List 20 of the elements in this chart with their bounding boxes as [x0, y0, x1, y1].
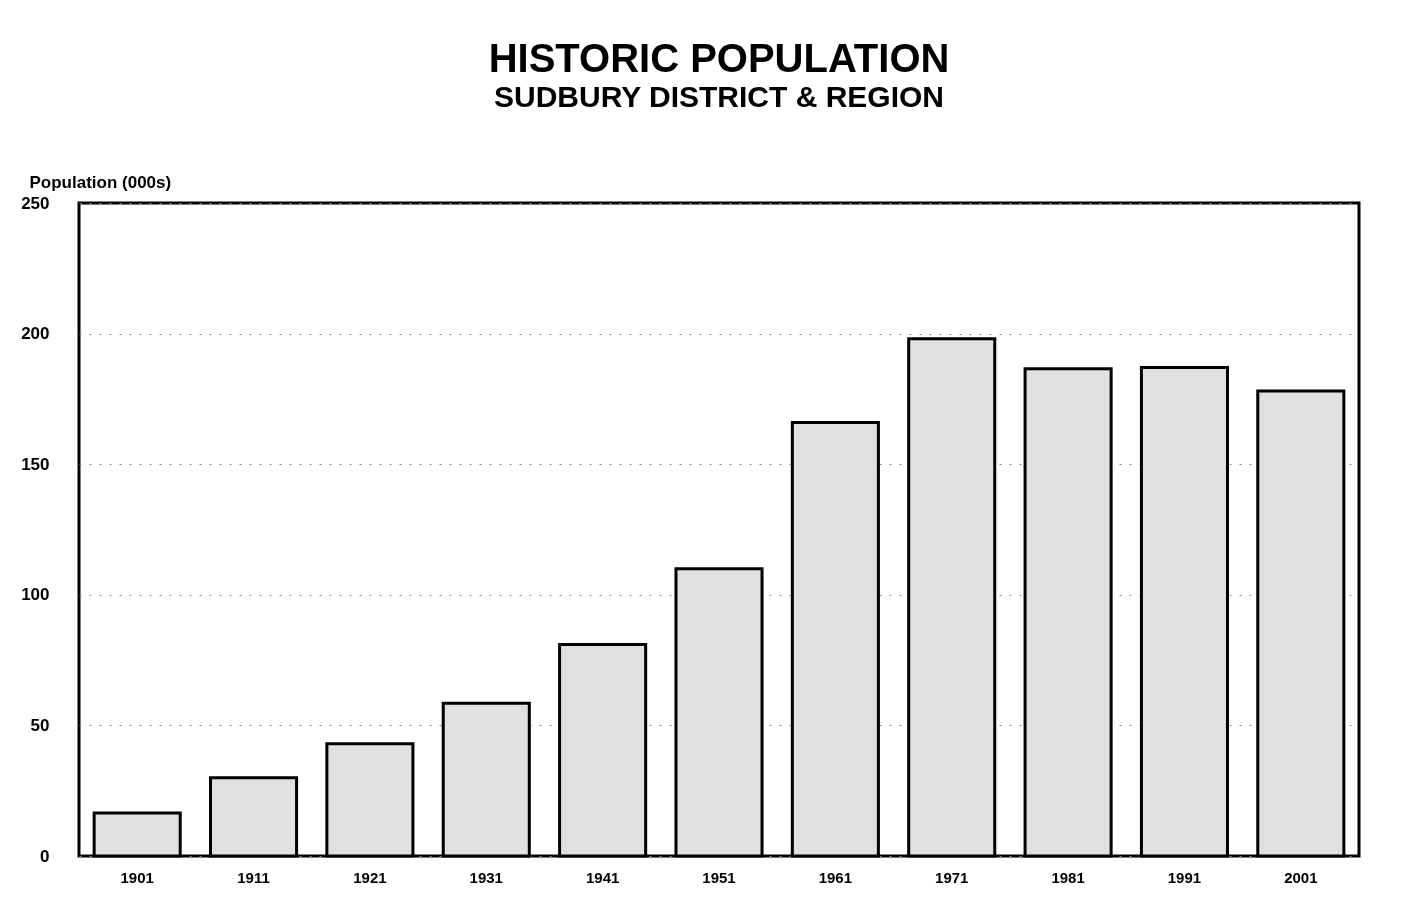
x-tick-label: 1991 — [1167, 868, 1202, 886]
x-tick-label: 1931 — [469, 868, 503, 886]
y-tick-label: 200 — [21, 324, 50, 344]
y-tick-label: 250 — [21, 193, 50, 213]
x-tick-label: 1941 — [585, 868, 620, 886]
y-tick-label: 150 — [21, 454, 50, 474]
x-tick-label: 1971 — [935, 868, 969, 886]
x-tick-label: 1911 — [237, 868, 270, 886]
y-tick-label: 50 — [30, 715, 50, 735]
x-tick-label: 1921 — [353, 868, 387, 886]
y-tick-label: 0 — [40, 846, 50, 866]
x-tick-label: 1901 — [120, 868, 154, 886]
chart-title: HISTORIC POPULATION — [488, 36, 950, 80]
x-tick-label: 1951 — [702, 868, 736, 886]
y-tick-label: 100 — [21, 585, 50, 605]
y-axis-title: Population (000s) — [29, 172, 172, 192]
x-tick-label: 1961 — [818, 868, 853, 886]
x-tick-label: 2001 — [1284, 868, 1318, 886]
chart-subtitle: SUDBURY DISTRICT & REGION — [493, 80, 945, 113]
x-tick-label: 1981 — [1051, 868, 1085, 886]
